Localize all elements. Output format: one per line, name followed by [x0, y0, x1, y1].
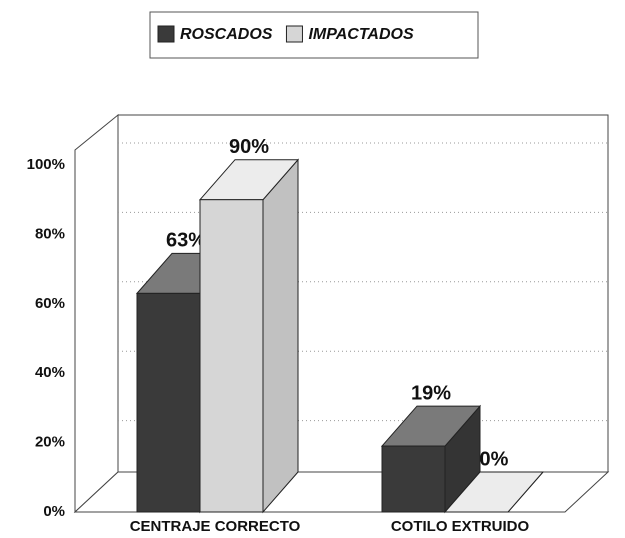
- value-label: 0%: [480, 448, 509, 470]
- side-wall: [74, 113, 119, 514]
- value-label: 63%: [166, 230, 206, 252]
- bar: [136, 292, 201, 513]
- y-tick-label: 40%: [35, 364, 65, 381]
- y-tick-label: 80%: [35, 225, 65, 242]
- legend-box: [149, 11, 479, 59]
- value-label: 90%: [229, 136, 269, 158]
- bar-top: [443, 471, 545, 513]
- bar: [381, 445, 446, 513]
- y-tick-label: 20%: [35, 434, 65, 451]
- legend-swatch: [157, 25, 175, 43]
- legend-swatch: [285, 25, 303, 43]
- y-tick-label: 60%: [35, 295, 65, 312]
- legend-label: IMPACTADOS: [308, 26, 414, 43]
- x-tick-label: COTILO EXTRUIDO: [391, 518, 530, 535]
- legend-label: ROSCADOS: [180, 26, 273, 43]
- y-tick-label: 100%: [27, 156, 65, 173]
- value-label: 19%: [411, 382, 451, 404]
- bar: [199, 199, 264, 513]
- bar-side: [262, 158, 299, 514]
- x-tick-label: CENTRAJE CORRECTO: [130, 518, 301, 535]
- y-tick-label: 0%: [43, 503, 65, 520]
